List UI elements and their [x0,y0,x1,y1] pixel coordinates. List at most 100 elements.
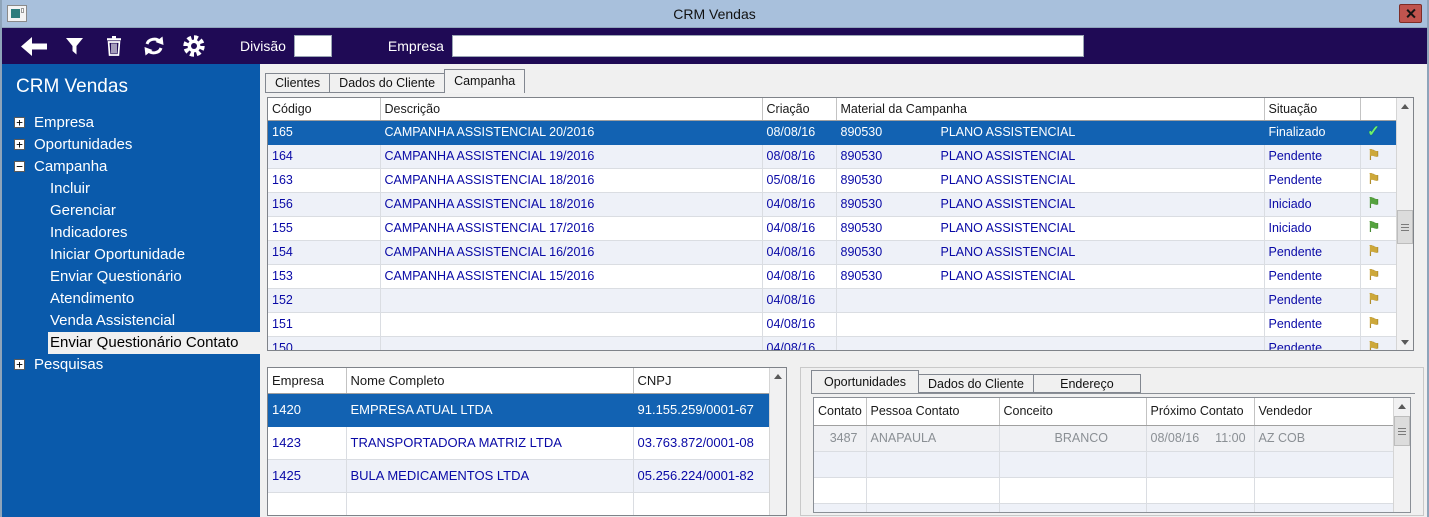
sidebar-item-venda-assistencial[interactable]: Venda Assistencial [50,312,176,329]
window-title: CRM Vendas [673,5,756,22]
table-row[interactable]: 155 CAMPANHA ASSISTENCIAL 17/2016 04/08/… [268,216,1397,241]
divisao-label: Divisão [240,38,286,54]
status-badge: Pendente [1264,240,1361,265]
col-contato[interactable]: Contato [814,398,867,426]
table-row[interactable]: 153 CAMPANHA ASSISTENCIAL 15/2016 04/08/… [268,264,1397,289]
status-flag-icon [1365,145,1383,167]
col-conceito[interactable]: Conceito [999,398,1147,426]
tab-oportunidades[interactable]: Oportunidades [811,370,919,393]
title-bar: CRM Vendas [2,0,1427,28]
sidebar: CRM Vendas + Empresa + Oportunidades − Camp… [2,64,260,517]
detail-panel: Oportunidades Dados do Cliente Endereço … [800,367,1424,516]
sidebar-item-empresa[interactable]: + Empresa [2,112,260,134]
tab-dados-do-cliente[interactable]: Dados do Cliente [329,73,446,93]
status-flag-icon [1365,241,1383,263]
col-descricao[interactable]: Descrição [380,98,763,121]
settings-button[interactable] [174,31,214,61]
sidebar-item-gerenciar[interactable]: Gerenciar [50,202,116,219]
tab-clientes[interactable]: Clientes [265,73,331,93]
col-situacao[interactable]: Situação [1264,98,1361,121]
table-row[interactable]: 151 04/08/16 Pendente [268,312,1397,337]
table-row-empty[interactable] [814,451,1394,478]
company-grid-scrollbar[interactable] [769,368,786,515]
table-row[interactable]: 165 CAMPANHA ASSISTENCIAL 20/2016 08/08/… [268,120,1397,145]
opportunity-header-row: Contato Pessoa Contato Conceito Próximo … [814,398,1394,426]
table-row[interactable]: 3487 ANAPAULA BRANCO 08/08/16 11:00 AZ CO… [814,425,1394,452]
filter-icon [65,37,83,54]
close-button[interactable] [1399,4,1422,23]
refresh-button[interactable] [134,31,174,61]
table-row-empty[interactable] [814,503,1394,512]
status-check-icon [1365,121,1383,143]
table-row[interactable]: 150 04/08/16 Pendente [268,336,1397,350]
sidebar-item-iniciar-oportunidade[interactable]: Iniciar Oportunidade [50,246,186,263]
table-row[interactable]: 164 CAMPANHA ASSISTENCIAL 19/2016 08/08/… [268,144,1397,169]
sidebar-item-oportunidades[interactable]: + Oportunidades [2,134,260,156]
col-cnpj[interactable]: CNPJ [633,368,770,394]
expand-icon[interactable]: + [14,139,25,150]
status-flag-icon [1365,217,1383,239]
tab-endereco[interactable]: Endereço [1032,374,1141,393]
col-proximo-contato[interactable]: Próximo Contato [1146,398,1255,426]
back-arrow-icon [20,36,47,56]
expand-icon[interactable]: + [14,359,25,370]
scrollbar-thumb[interactable] [1394,416,1410,446]
tab-dados-do-cliente-detail[interactable]: Dados do Cliente [918,374,1034,393]
collapse-icon[interactable]: − [14,161,25,172]
status-badge: Pendente [1264,144,1361,169]
trash-icon [107,36,121,56]
col-pessoa-contato[interactable]: Pessoa Contato [866,398,1000,426]
status-badge: Iniciado [1264,216,1361,241]
scroll-up-icon[interactable] [1394,398,1410,414]
scrollbar-thumb[interactable] [1397,210,1413,244]
table-row[interactable]: 1423 TRANSPORTADORA MATRIZ LTDA 03.763.8… [268,426,770,460]
table-row[interactable]: 1425 BULA MEDICAMENTOS LTDA 05.256.224/0… [268,459,770,493]
col-criacao[interactable]: Criação [762,98,837,121]
sidebar-item-campanha[interactable]: − Campanha [2,156,260,178]
status-flag-icon [1365,289,1383,311]
sidebar-item-pesquisas[interactable]: + Pesquisas [2,354,260,376]
navigation-tree: + Empresa + Oportunidades − Campanha Inclui… [2,112,260,376]
tab-campanha[interactable]: Campanha [444,69,526,93]
scroll-down-icon[interactable] [1397,334,1413,350]
col-empresa[interactable]: Empresa [268,368,347,394]
filter-button[interactable] [54,31,94,61]
scroll-up-icon[interactable] [770,368,786,384]
status-badge: Pendente [1264,264,1361,289]
divisao-input[interactable] [293,35,332,57]
app-icon [7,5,27,22]
table-row[interactable]: 154 CAMPANHA ASSISTENCIAL 16/2016 04/08/… [268,240,1397,265]
refresh-icon [144,36,164,56]
sidebar-item-incluir[interactable]: Incluir [50,180,91,197]
sidebar-item-enviar-questionario[interactable]: Enviar Questionário [50,268,182,285]
sidebar-item-indicadores[interactable]: Indicadores [50,224,128,241]
sidebar-item-enviar-questionario-contato[interactable]: Enviar Questionário Contato [48,332,260,354]
status-badge: Pendente [1264,312,1361,337]
opportunity-grid-scrollbar[interactable] [1393,398,1410,512]
campaign-grid-scrollbar[interactable] [1396,98,1413,350]
back-button[interactable] [14,31,54,61]
status-flag-icon [1365,313,1383,335]
table-row-empty[interactable] [814,477,1394,504]
table-row[interactable]: 1420 EMPRESA ATUAL LTDA 91.155.259/0001-… [268,393,770,427]
sidebar-item-atendimento[interactable]: Atendimento [50,290,135,307]
table-row[interactable]: 163 CAMPANHA ASSISTENCIAL 18/2016 05/08/… [268,168,1397,193]
table-row[interactable]: 152 04/08/16 Pendente [268,288,1397,313]
col-vendedor[interactable]: Vendedor [1254,398,1394,426]
sidebar-title: CRM Vendas [16,76,128,97]
table-row-empty[interactable] [268,492,770,515]
scroll-up-icon[interactable] [1397,98,1413,114]
main-tabstrip: Clientes Dados do Cliente Campanha [265,69,526,93]
col-material[interactable]: Material da Campanha [836,98,1265,121]
expand-icon[interactable]: + [14,117,25,128]
status-flag-icon [1365,169,1383,191]
table-row[interactable]: 156 CAMPANHA ASSISTENCIAL 18/2016 04/08/… [268,192,1397,217]
col-nome-completo[interactable]: Nome Completo [346,368,634,394]
delete-button[interactable] [94,31,134,61]
company-grid: Empresa Nome Completo CNPJ 1420 EMPRESA … [267,367,787,516]
status-badge: Finalizado [1264,120,1361,145]
campaign-grid: Código Descrição Criação Material da Cam… [267,97,1414,351]
col-status-icon [1360,98,1397,121]
col-codigo[interactable]: Código [268,98,381,121]
empresa-input[interactable] [451,35,1084,57]
